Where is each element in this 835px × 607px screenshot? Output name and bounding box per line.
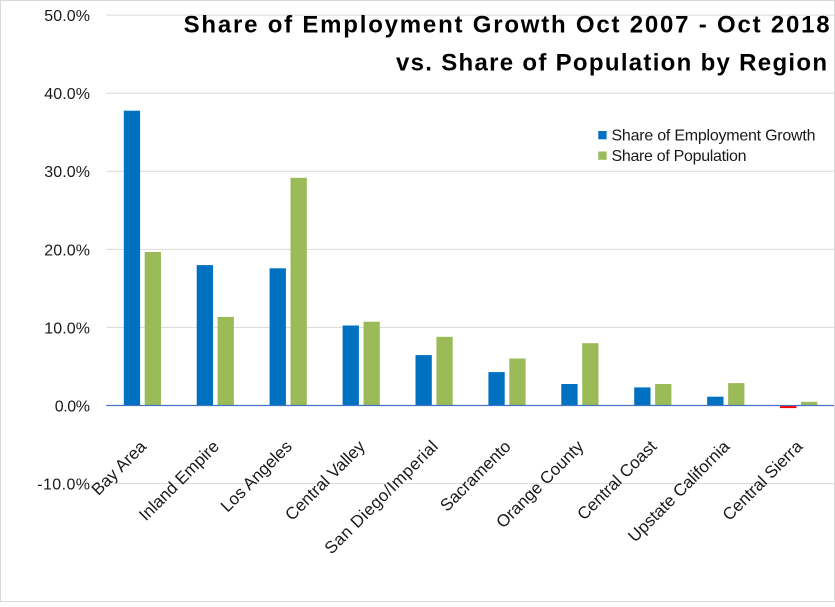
svg-text:0.0%: 0.0% bbox=[55, 398, 90, 415]
svg-text:30.0%: 30.0% bbox=[44, 164, 90, 181]
svg-text:Share of Employment Growth Oct: Share of Employment Growth Oct 2007 - Oc… bbox=[184, 11, 830, 38]
svg-text:50.0%: 50.0% bbox=[44, 8, 90, 25]
svg-text:Share of Employment Growth: Share of Employment Growth bbox=[612, 128, 816, 145]
svg-text:20.0%: 20.0% bbox=[44, 242, 90, 259]
svg-text:-10.0%: -10.0% bbox=[37, 477, 90, 494]
svg-text:Share of Population: Share of Population bbox=[612, 148, 747, 165]
svg-text:vs. Share of Population by Reg: vs. Share of Population by Region bbox=[396, 49, 827, 76]
svg-text:40.0%: 40.0% bbox=[44, 86, 90, 103]
svg-text:10.0%: 10.0% bbox=[44, 320, 90, 337]
